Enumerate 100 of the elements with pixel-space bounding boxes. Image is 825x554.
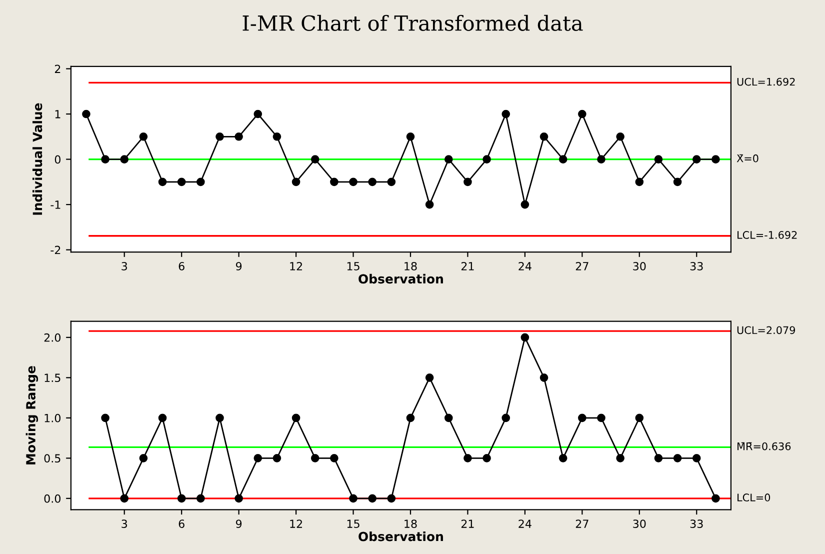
point bbox=[558, 155, 568, 164]
point bbox=[540, 374, 548, 382]
x-tick-label: 27 bbox=[576, 520, 588, 528]
point bbox=[444, 414, 453, 422]
point bbox=[139, 132, 148, 141]
x-tick-label: 24 bbox=[518, 262, 532, 270]
point bbox=[368, 178, 377, 186]
point bbox=[406, 132, 415, 141]
point bbox=[349, 494, 358, 503]
x-tick-label: 21 bbox=[461, 262, 474, 270]
point bbox=[387, 494, 396, 503]
point bbox=[139, 454, 148, 462]
x-tick-label: 3 bbox=[122, 262, 128, 270]
x-tick-label: 12 bbox=[290, 262, 302, 270]
x-tick-label: 33 bbox=[690, 262, 703, 270]
point bbox=[330, 454, 338, 462]
point bbox=[464, 178, 472, 186]
point bbox=[673, 178, 682, 186]
point bbox=[101, 155, 110, 164]
x-tick-label: 30 bbox=[633, 262, 646, 270]
point bbox=[82, 110, 90, 118]
point bbox=[101, 414, 110, 422]
x-tick-label: 9 bbox=[236, 520, 242, 528]
x-tick-label: 9 bbox=[236, 262, 242, 270]
point bbox=[177, 494, 186, 503]
point bbox=[558, 454, 568, 462]
x-axis-title: Observation bbox=[358, 274, 443, 284]
y-tick-label: 1.5 bbox=[44, 374, 60, 382]
point bbox=[292, 414, 300, 422]
point bbox=[520, 200, 530, 209]
point bbox=[254, 454, 262, 462]
point bbox=[654, 155, 663, 164]
ref-line-label: LCL=0 bbox=[738, 494, 770, 502]
y-tick-label: 2.0 bbox=[44, 333, 60, 342]
point bbox=[502, 110, 510, 118]
point bbox=[673, 454, 682, 462]
x-tick-label: 3 bbox=[122, 520, 128, 528]
point bbox=[444, 155, 453, 164]
point bbox=[578, 414, 586, 422]
y-tick-label: 0.5 bbox=[44, 454, 60, 463]
point bbox=[482, 454, 491, 462]
ref-line-label: UCL=1.692 bbox=[737, 78, 795, 86]
ref-line-label: M̄R̄=0.636 bbox=[738, 442, 791, 450]
point bbox=[482, 155, 491, 164]
x-tick-label: 6 bbox=[178, 520, 184, 528]
point bbox=[254, 110, 262, 118]
point bbox=[272, 454, 282, 462]
point bbox=[464, 454, 472, 462]
point bbox=[310, 155, 320, 164]
x-tick-label: 15 bbox=[347, 520, 360, 528]
point bbox=[387, 178, 396, 186]
x-axis-title: Observation bbox=[358, 532, 443, 542]
point bbox=[196, 178, 205, 186]
point bbox=[578, 110, 586, 118]
y-tick-label: 0 bbox=[54, 155, 60, 164]
point bbox=[158, 178, 167, 186]
y-axis-title: Moving Range bbox=[26, 366, 38, 464]
x-tick-label: 12 bbox=[290, 520, 302, 528]
point bbox=[120, 494, 129, 503]
point bbox=[368, 494, 377, 503]
x-tick-label: 6 bbox=[178, 262, 184, 270]
point bbox=[712, 494, 720, 503]
point bbox=[692, 155, 701, 164]
x-tick-label: 18 bbox=[404, 520, 417, 528]
point bbox=[692, 454, 701, 462]
point bbox=[234, 132, 243, 141]
x-tick-label: 24 bbox=[518, 520, 532, 528]
point bbox=[425, 374, 434, 382]
point bbox=[272, 132, 282, 141]
y-tick-label: 0.0 bbox=[44, 494, 60, 503]
point bbox=[616, 132, 624, 141]
y-axis-title: Individual Value bbox=[32, 103, 42, 215]
point bbox=[216, 132, 224, 141]
point bbox=[635, 178, 644, 186]
point bbox=[520, 333, 530, 342]
y-tick-label: 2 bbox=[54, 64, 60, 73]
x-tick-label: 21 bbox=[461, 520, 474, 528]
ref-line-label: X̄=0 bbox=[736, 154, 758, 162]
point bbox=[712, 155, 720, 164]
point bbox=[616, 454, 624, 462]
x-tick-label: 15 bbox=[347, 262, 360, 270]
y-tick-label: -1 bbox=[50, 200, 60, 209]
point bbox=[310, 454, 320, 462]
ref-line-label: LCL=-1.692 bbox=[738, 231, 797, 239]
point bbox=[597, 414, 606, 422]
chart-title: I-MR Chart of Transformed data bbox=[242, 14, 583, 31]
x-tick-label: 18 bbox=[404, 262, 417, 270]
y-tick-label: -2 bbox=[50, 246, 60, 254]
ref-line-label: UCL=2.079 bbox=[737, 326, 796, 334]
point bbox=[216, 414, 224, 422]
point bbox=[177, 178, 186, 186]
point bbox=[502, 414, 510, 422]
point bbox=[654, 454, 663, 462]
point bbox=[597, 155, 606, 164]
y-tick-label: 1.0 bbox=[44, 414, 60, 422]
point bbox=[635, 414, 644, 422]
point bbox=[234, 494, 243, 503]
point bbox=[158, 414, 167, 422]
point bbox=[292, 178, 300, 186]
y-tick-label: 1 bbox=[55, 110, 60, 118]
